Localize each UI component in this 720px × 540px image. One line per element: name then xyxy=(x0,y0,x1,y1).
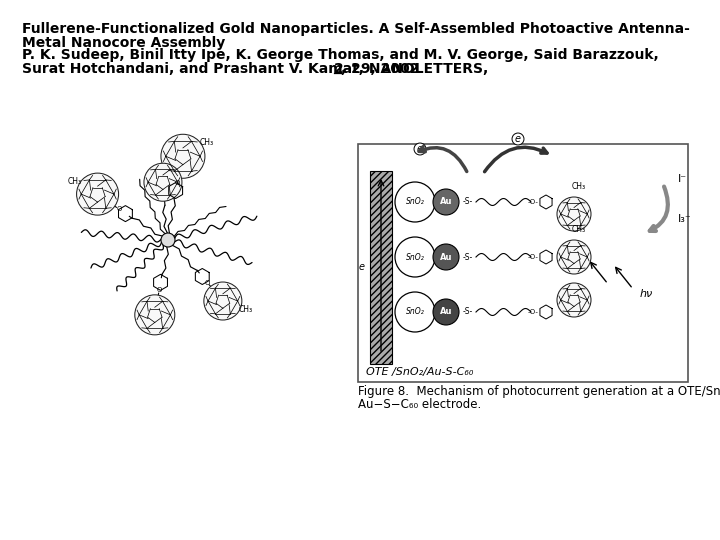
Text: CH₃: CH₃ xyxy=(68,177,82,186)
Bar xyxy=(358,144,688,382)
Text: I₃⁻: I₃⁻ xyxy=(678,214,692,224)
Text: Au−S−C₆₀ electrode.: Au−S−C₆₀ electrode. xyxy=(358,398,481,411)
Text: -S-: -S- xyxy=(463,198,473,206)
Text: OTE /SnO₂/Au-S-C₆₀: OTE /SnO₂/Au-S-C₆₀ xyxy=(366,367,473,377)
Text: CH₃: CH₃ xyxy=(238,305,253,314)
Text: e: e xyxy=(417,144,423,154)
Text: -S-: -S- xyxy=(463,307,473,316)
Circle shape xyxy=(161,134,205,178)
Circle shape xyxy=(161,233,175,247)
Circle shape xyxy=(135,295,175,335)
Text: -O-: -O- xyxy=(528,254,539,260)
Text: Au: Au xyxy=(440,198,452,206)
Text: -O-: -O- xyxy=(528,199,539,205)
Text: I⁻: I⁻ xyxy=(678,174,687,184)
Text: Au: Au xyxy=(440,307,452,316)
Text: 2: 2 xyxy=(334,62,343,76)
Circle shape xyxy=(557,283,591,317)
Text: CH₃: CH₃ xyxy=(199,138,213,147)
Text: Figure 8.  Mechanism of photocurrent generation at a OTE/SnO₂/: Figure 8. Mechanism of photocurrent gene… xyxy=(358,385,720,398)
Text: SnO₂: SnO₂ xyxy=(405,198,424,206)
Text: SnO₂: SnO₂ xyxy=(405,307,424,316)
Text: SnO₂: SnO₂ xyxy=(405,253,424,261)
Circle shape xyxy=(144,163,182,201)
Circle shape xyxy=(204,282,242,320)
Circle shape xyxy=(76,173,119,215)
Circle shape xyxy=(433,189,459,215)
Text: Metal Nanocore Assembly: Metal Nanocore Assembly xyxy=(22,36,225,50)
Bar xyxy=(370,171,392,364)
Text: CH₃: CH₃ xyxy=(572,182,586,191)
Text: CH₃: CH₃ xyxy=(572,225,586,234)
Text: e: e xyxy=(515,134,521,144)
Text: O: O xyxy=(156,287,162,293)
Text: P. K. Sudeep, Binil Itty Ipe, K. George Thomas, and M. V. George, Said Barazzouk: P. K. Sudeep, Binil Itty Ipe, K. George … xyxy=(22,48,659,62)
Text: Fullerene-Functionalized Gold Nanoparticles. A Self-Assembled Photoactive Antenn: Fullerene-Functionalized Gold Nanopartic… xyxy=(22,22,690,36)
Circle shape xyxy=(433,244,459,270)
Text: O: O xyxy=(116,206,122,212)
Circle shape xyxy=(395,237,435,277)
Text: Au: Au xyxy=(440,253,452,261)
Text: Surat Hotchandani, and Prashant V. Kamat, NANOLETTERS,: Surat Hotchandani, and Prashant V. Kamat… xyxy=(22,62,493,76)
Circle shape xyxy=(395,292,435,332)
Text: e: e xyxy=(359,262,365,273)
Text: -O-: -O- xyxy=(528,309,539,315)
Text: O: O xyxy=(204,280,210,286)
Text: -S-: -S- xyxy=(463,253,473,261)
Text: hν: hν xyxy=(640,289,653,299)
Circle shape xyxy=(557,240,591,274)
Text: O: O xyxy=(175,180,180,186)
Circle shape xyxy=(433,299,459,325)
Circle shape xyxy=(557,197,591,231)
Text: , 29, 2002: , 29, 2002 xyxy=(341,62,419,76)
Circle shape xyxy=(395,182,435,222)
